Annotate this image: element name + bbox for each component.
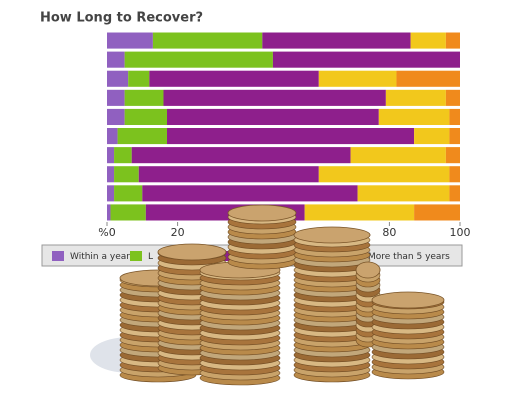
- bar-segment: [414, 128, 450, 145]
- bar-segment: [107, 108, 125, 125]
- bar-segment: [449, 185, 460, 202]
- bar-segment: [114, 166, 139, 183]
- bar-segment: [128, 70, 150, 87]
- bar-segment: [107, 51, 125, 68]
- x-tick-label: 80: [382, 226, 396, 239]
- legend-label: L: [148, 252, 153, 262]
- x-tick-label: 100: [450, 226, 471, 239]
- bar-segment: [107, 147, 115, 164]
- bar-segment: [138, 166, 319, 183]
- bar-segment: [318, 166, 450, 183]
- bar-segment: [445, 32, 460, 49]
- legend-label: Within a year: [70, 252, 130, 262]
- bar-segment: [107, 70, 129, 87]
- coin-top: [371, 291, 445, 309]
- plot: %0 20 80 100: [98, 32, 471, 239]
- legend-swatch: [130, 251, 142, 261]
- coins-photo: [90, 204, 445, 386]
- bar-segment: [107, 166, 115, 183]
- coin-top: [293, 226, 371, 244]
- bar-segment: [262, 32, 411, 49]
- bar-segment: [114, 185, 143, 202]
- legend-swatch: [52, 251, 64, 261]
- bar-segment: [152, 32, 263, 49]
- bar-segment: [350, 147, 446, 164]
- bar-segment: [318, 70, 397, 87]
- bar-segment: [114, 147, 132, 164]
- bar-segment: [396, 70, 460, 87]
- bar-segment: [124, 108, 168, 125]
- bar-segment: [304, 204, 415, 221]
- chart-title: How Long to Recover?: [40, 11, 203, 26]
- bar-segment: [449, 166, 460, 183]
- bar-segment: [445, 147, 460, 164]
- bar-segment: [272, 51, 460, 68]
- bar-segment: [124, 89, 164, 106]
- bar-segment: [107, 128, 118, 145]
- coin-top: [157, 243, 227, 261]
- bar-segment: [107, 204, 111, 221]
- bar-segment: [445, 89, 460, 106]
- bar-segment: [107, 89, 125, 106]
- bar-segment: [142, 185, 358, 202]
- bar-segment: [167, 128, 415, 145]
- bar-segment: [357, 185, 450, 202]
- bar-segment: [131, 147, 351, 164]
- bar-segment: [110, 204, 146, 221]
- x-tick-label: 20: [171, 226, 185, 239]
- bar-segment: [385, 89, 446, 106]
- bar-segment: [149, 70, 319, 87]
- x-tick-label: %0: [98, 226, 115, 239]
- coin-top: [227, 204, 297, 222]
- bar-segment: [449, 108, 460, 125]
- bar-segment: [117, 128, 168, 145]
- bar-segment: [124, 51, 273, 68]
- bar-segment: [414, 204, 460, 221]
- legend-swatch: [220, 251, 232, 261]
- bar-segment: [378, 108, 450, 125]
- coin-top: [355, 261, 381, 279]
- bar-segment: [107, 185, 115, 202]
- bar-segment: [449, 128, 460, 145]
- bar-segment: [410, 32, 446, 49]
- bar-segment: [167, 108, 379, 125]
- bar-segment: [163, 89, 386, 106]
- bar-segment: [107, 32, 153, 49]
- legend-label: More than 5 years: [368, 252, 450, 262]
